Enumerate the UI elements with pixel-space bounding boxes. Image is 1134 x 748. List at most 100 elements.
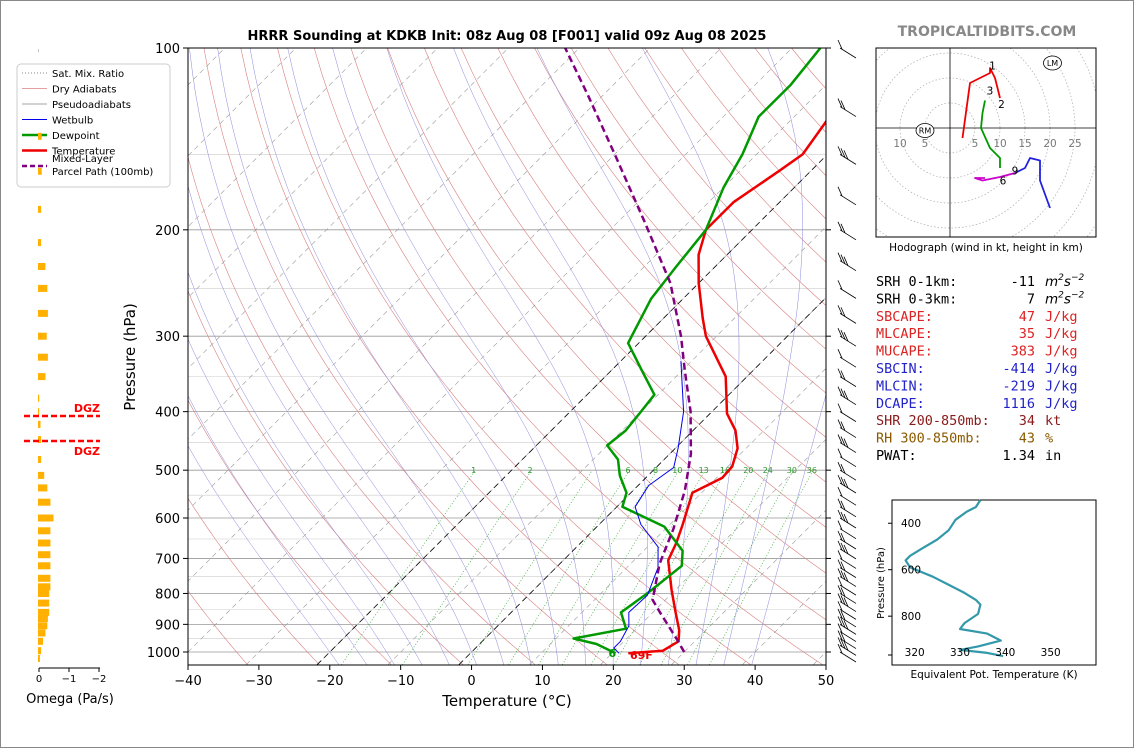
omega-bar [38,615,48,622]
x-tick-label: −20 [316,674,343,689]
wind-barb-flag [837,630,843,640]
index-value: 47 [1019,309,1035,325]
index-unit: % [1045,431,1053,447]
wind-barb-staff [839,411,857,422]
wind-barb-flag [837,419,843,429]
index-row: SBCAPE: 47 J/kg [876,309,1078,325]
omega-bar [38,514,54,522]
dry-adiabat-line [791,48,826,90]
mixing-ratio-label: 1 [471,466,476,475]
wind-barb-staff [839,106,857,117]
wind-barb-flag [837,559,843,569]
dry-adiabat-line [203,48,608,665]
mixing-ratio-line [561,470,680,665]
series-dewpoint [572,48,822,655]
hodograph-segment [980,100,1001,168]
wind-barb-staff [839,593,857,604]
wind-barb-flag [843,544,849,555]
isotherm-line-key [458,297,826,665]
watermark: TROPICALTIDBITS.COM [898,24,1077,40]
wind-barb-flag [840,610,846,621]
wind-barb-flag [840,421,846,431]
theta-e-y-label: Pressure (hPa) [876,547,887,619]
index-unit: in [1045,448,1061,464]
wind-barb [837,462,857,481]
wind-barb-flag [840,595,846,605]
mixing-ratio-line [538,470,658,665]
surface-dewpoint-digit: 6 [609,647,617,660]
wind-barb-flag [843,641,849,651]
index-label: DCAPE: [876,396,925,412]
omega-bar [38,637,43,645]
moist-adiabat-line [287,48,559,665]
index-label: RH 300-850mb: [876,431,982,447]
mixing-ratio-line [590,470,706,665]
x-tick-label: 50 [818,674,835,689]
wind-barb [837,540,857,560]
index-unit: m2s−2 [1045,290,1084,307]
moist-adiabat-line [249,48,532,665]
hodograph-segment [974,172,1016,182]
wind-barb [837,98,857,117]
wind-barb-staff [839,538,857,550]
wind-barb-flag [840,500,846,511]
omega-bar [38,49,39,53]
wind-barb-staff [839,609,857,620]
wind-barb-staff [839,616,857,628]
wind-barb-staff [839,288,857,299]
mixing-ratio-line [660,470,770,665]
wind-barb [837,585,857,604]
isotherm-line [671,509,826,665]
y-tick-label: 600 [155,512,180,527]
omega-bar [38,353,48,361]
hodograph-ring-label: 10 [993,138,1006,150]
wind-barb-flag [837,186,843,196]
wind-barb-staff [839,494,857,506]
wind-barb-flag [837,39,843,50]
mixing-ratio-line [709,470,814,665]
theta-e-x-tick-label: 340 [995,647,1015,659]
mixing-ratio-label: 8 [653,466,658,475]
omega-bar [38,574,51,582]
wind-barb-flag [840,511,846,522]
isotherm-line [387,226,826,665]
mixing-ratio-line [639,470,751,665]
wind-barb [837,608,857,628]
wind-barb-flag [837,462,843,472]
wind-barb-staff [839,194,857,206]
wind-barb [837,305,857,324]
moist-adiabat-line [453,48,648,665]
wind-barb-flag [840,100,846,110]
series-temperature [628,119,826,655]
theta-e-y-tick-label: 600 [901,565,921,577]
wind-barb-flag [837,146,843,156]
mixing-ratio-line [341,469,476,665]
mixing-ratio-line [508,470,630,665]
index-unit: J/kg [1045,378,1078,394]
wind-barb [837,403,857,422]
y-tick-label: 1000 [147,646,180,661]
wind-barb-staff [839,376,857,387]
y-axis-label: Pressure (hPa) [121,303,139,411]
wind-barb-flag [840,618,846,628]
wind-barb [837,593,857,612]
wind-barb-flag [843,438,849,448]
moist-adiabat-line [188,271,423,665]
legend-label: Parcel Path (100mb) [52,167,153,178]
legend-label: Mixed-Layer [52,154,114,165]
wind-barb-staff [839,584,857,596]
series-parcel-path [564,48,693,653]
mixing-ratio-label: 2 [527,466,532,475]
isotherm-line [529,367,826,665]
moist-adiabat-line [188,185,450,665]
x-tick-label: 30 [676,674,693,689]
skew-t-frame [187,47,827,666]
wind-barb-flag [837,368,843,378]
y-tick-label: 700 [155,552,180,567]
hodograph-height-label: 2 [998,99,1005,111]
moist-adiabat-line [642,48,740,665]
index-label: SRH 0-3km: [876,291,957,307]
hodograph-ring-label: 20 [1043,138,1056,150]
index-value: 383 [1011,344,1035,360]
wind-barb [837,559,857,578]
